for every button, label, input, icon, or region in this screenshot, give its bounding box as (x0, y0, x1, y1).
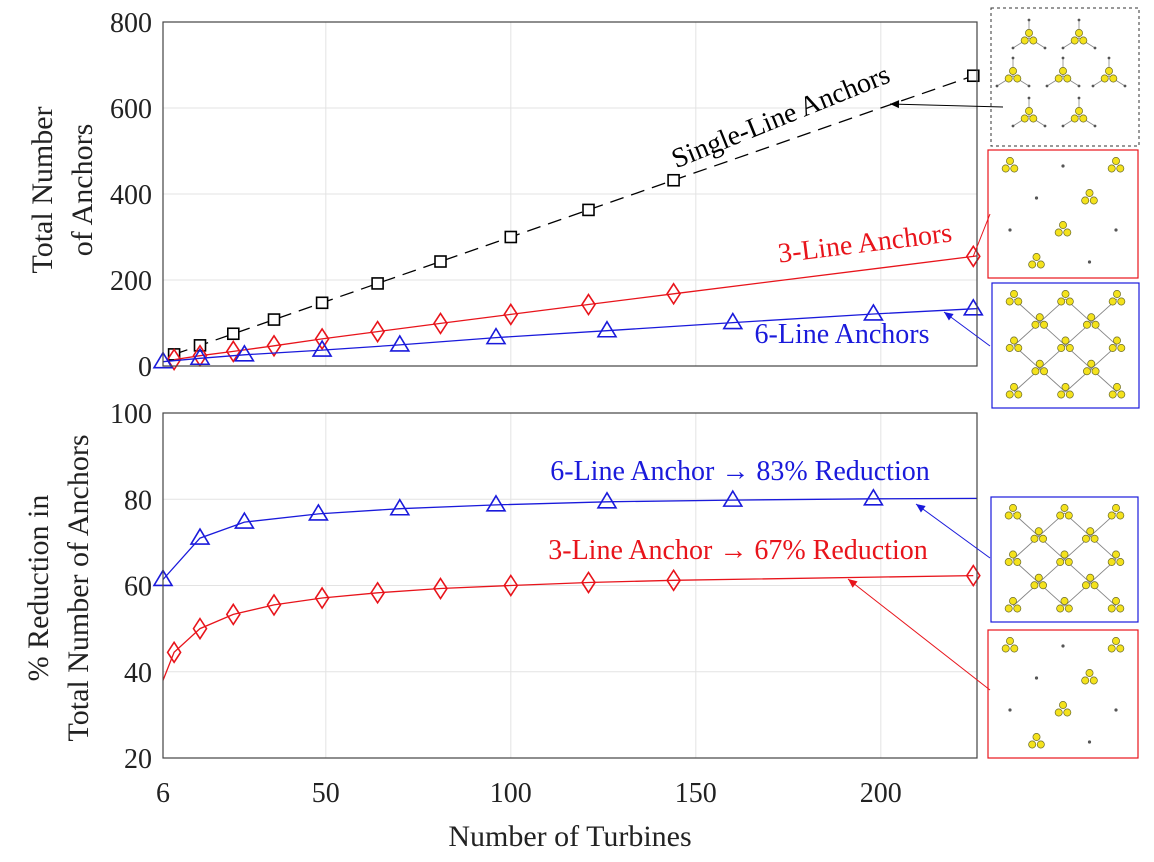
y-tick-label: 20 (124, 744, 152, 775)
data-point (596, 320, 618, 338)
top-ylabel-line2: of Anchors (66, 124, 99, 256)
arrow-three-line-top (972, 213, 991, 258)
top-ylabel-line1: Total Number (26, 106, 59, 273)
inset-three-line-layout-top (987, 149, 1139, 279)
data-point (152, 351, 174, 369)
arrow-six-line-bottom (915, 503, 991, 559)
data-point (314, 327, 330, 351)
data-point (314, 586, 330, 610)
arrow-three-line-bottom (847, 578, 991, 691)
data-point (266, 334, 282, 358)
data-point (962, 298, 984, 316)
data-point (581, 293, 596, 316)
bottom-x-ticks: 6 50 100 150 200 (156, 778, 902, 809)
data-point (389, 334, 411, 352)
data-point (227, 327, 240, 341)
inset-single-line-layout (990, 7, 1140, 147)
data-point (225, 602, 241, 626)
y-tick-label: 60 (124, 572, 152, 603)
data-point (596, 491, 618, 509)
y-tick-label: 600 (110, 94, 152, 125)
bottom-series (152, 488, 981, 681)
series-line (162, 497, 978, 580)
y-tick-label: 40 (124, 658, 152, 689)
data-point (192, 617, 208, 641)
data-point (722, 489, 744, 507)
x-tick-label: 200 (860, 778, 902, 809)
data-point (503, 574, 519, 597)
data-point (485, 327, 507, 345)
six-line-anchors-label: 6-Line Anchors (755, 319, 930, 350)
top-plot-frame (162, 21, 978, 367)
y-tick-label: 800 (110, 8, 152, 39)
data-point (233, 344, 255, 362)
data-point (667, 173, 680, 187)
data-point (315, 296, 329, 310)
data-point (722, 312, 744, 330)
y-tick-label: 200 (110, 266, 152, 297)
data-point (166, 640, 182, 664)
inset-six-line-layout-bottom (990, 496, 1139, 623)
x-axis-label: Number of Turbines (448, 820, 691, 853)
data-point (433, 311, 448, 335)
bottom-plot-frame (162, 412, 978, 759)
data-point (370, 581, 386, 605)
data-point (503, 302, 519, 326)
bottom-ylabel-line1: % Reduction in (22, 495, 55, 682)
data-point (485, 494, 507, 512)
data-point (966, 69, 980, 83)
six-line-reduction-label: 6-Line Anchor → 83% Reduction (550, 456, 929, 487)
top-y-ticks: 0 200 400 600 800 (110, 8, 152, 383)
series-3-line-anchor (162, 564, 981, 681)
data-point (267, 313, 281, 326)
inset-three-line-layout-bottom (987, 629, 1139, 759)
data-point (582, 203, 595, 217)
y-tick-label: 400 (110, 180, 152, 211)
data-point (666, 282, 682, 306)
data-point (433, 577, 448, 600)
bottom-y-ticks: 20 40 60 80 100 (110, 399, 152, 775)
data-point (965, 564, 981, 588)
leader-arrows (845, 100, 1004, 691)
data-point (266, 593, 282, 617)
top-series (152, 69, 984, 372)
arrow-six-line-top (943, 311, 991, 347)
x-tick-label: 6 (156, 778, 170, 809)
data-point (666, 568, 682, 592)
series-line (162, 307, 978, 363)
x-tick-label: 100 (490, 778, 532, 809)
y-tick-label: 100 (110, 399, 152, 430)
data-point (862, 488, 884, 506)
arrow-single-line (889, 103, 1004, 108)
data-point (389, 498, 411, 516)
data-point (307, 503, 329, 521)
data-point (862, 303, 884, 321)
data-point (189, 347, 211, 366)
data-point (166, 348, 182, 372)
data-point (189, 527, 211, 545)
data-point (581, 571, 596, 594)
y-tick-label: 80 (124, 485, 152, 516)
data-point (370, 320, 386, 344)
inset-six-line-layout-top (991, 282, 1140, 409)
series-6-line-anchor (152, 488, 978, 587)
data-point (371, 277, 384, 290)
series-3-line-anchors (166, 244, 981, 372)
x-tick-label: 50 (312, 778, 340, 809)
series-6-line-anchors (152, 298, 984, 369)
series-single-line-anchors (167, 69, 980, 361)
three-line-reduction-label: 3-Line Anchor → 67% Reduction (548, 535, 927, 566)
data-point (233, 511, 255, 529)
data-point (311, 339, 333, 357)
data-point (434, 255, 447, 268)
data-point (225, 339, 241, 363)
bottom-ylabel-line2: Total Number of Anchors (62, 434, 95, 741)
data-point (504, 230, 518, 244)
data-point (965, 244, 981, 268)
y-tick-label: 0 (138, 352, 152, 383)
x-tick-label: 150 (675, 778, 717, 809)
